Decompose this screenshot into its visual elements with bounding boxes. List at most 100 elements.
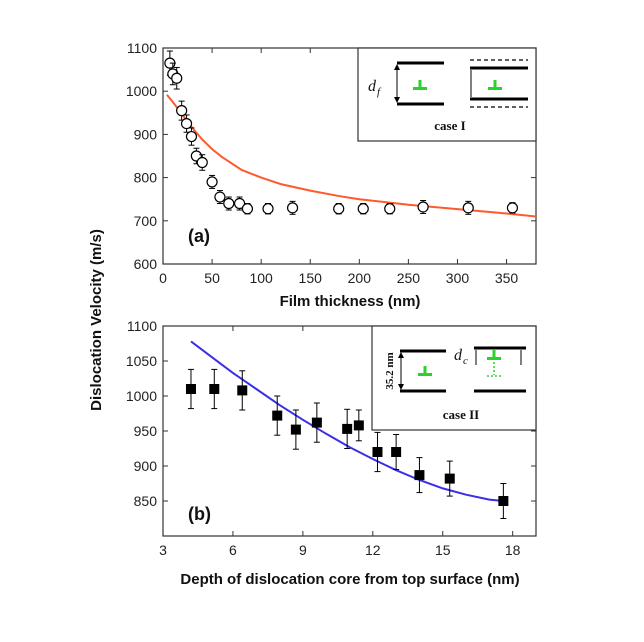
panel-b-label: (b) (188, 504, 211, 524)
y-tick-label: 800 (134, 170, 158, 186)
marker-square (444, 473, 455, 484)
data-point (185, 368, 196, 410)
panel-b-y-ticks: 850 900 950 1000 1050 1100 (126, 318, 536, 509)
marker-circle (333, 203, 345, 215)
data-point (223, 196, 235, 211)
data-point (333, 203, 345, 215)
x-tick-label: 18 (505, 542, 521, 558)
inset-b-thickness-label: 35.2 nm (384, 352, 396, 389)
data-point (237, 370, 248, 411)
marker-square (391, 447, 402, 457)
data-point (353, 409, 364, 442)
inset-a-arrowhead-bottom (394, 97, 400, 103)
data-point (506, 202, 519, 214)
y-tick-label: 1100 (127, 40, 157, 56)
inset-a-symbol: d (368, 78, 377, 95)
x-tick-label: 350 (495, 270, 519, 286)
x-tick-label: 200 (348, 270, 372, 286)
data-point (286, 200, 299, 215)
marker-square (498, 496, 509, 506)
panel-a-data-points (164, 50, 519, 215)
panel-a-inset: d f case I (357, 47, 537, 142)
marker-circle (506, 202, 519, 214)
inset-a-dislocation-right (488, 80, 502, 90)
y-tick-label: 900 (134, 458, 158, 474)
x-tick-label: 6 (229, 542, 237, 558)
panel-a-x-axis-label: Film thickness (nm) (280, 293, 421, 310)
marker-circle (286, 202, 299, 214)
marker-square (209, 384, 220, 394)
panel-b-inset: 35.2 nm d c case II (371, 325, 537, 431)
inset-b-arrowhead-top (398, 352, 404, 358)
y-tick-label: 1000 (126, 388, 157, 404)
panel-a-label: (a) (188, 226, 210, 246)
x-tick-label: 12 (365, 542, 381, 558)
data-point (262, 203, 274, 215)
data-point (272, 395, 283, 436)
panel-a-x-ticks: 0 50 100 150 200 250 300 350 (159, 48, 518, 286)
marker-square (372, 447, 383, 457)
inset-b-subscript: c (463, 355, 468, 367)
marker-square (290, 424, 301, 435)
inset-b-symbol: d (454, 347, 463, 364)
y-tick-label: 700 (134, 213, 158, 229)
data-point (290, 409, 301, 450)
data-point (444, 460, 455, 497)
inset-a-caption: case I (434, 118, 465, 133)
data-point (241, 203, 254, 215)
data-point (384, 203, 396, 215)
data-point (196, 154, 208, 171)
data-point (311, 402, 322, 443)
inset-a-dislocation-left (413, 80, 427, 90)
data-point (206, 174, 218, 189)
data-point (417, 199, 429, 214)
inset-a-frame (357, 47, 537, 142)
marker-circle (171, 72, 183, 84)
panel-b-fit-curve (190, 340, 504, 502)
data-point (372, 431, 383, 473)
marker-square (185, 384, 196, 394)
data-point (414, 457, 425, 494)
panel-a: 600 700 800 900 1000 1100 0 50 100 150 200 250 300 3… (126, 40, 537, 310)
marker-square (311, 417, 322, 428)
x-tick-label: 150 (299, 270, 323, 286)
marker-circle (384, 203, 396, 215)
panel-a-frame (162, 47, 537, 265)
y-tick-label: 1100 (127, 318, 157, 334)
marker-circle (206, 176, 218, 188)
y-tick-label: 600 (134, 256, 158, 272)
inset-b-dislocation-right (487, 350, 503, 377)
inset-b-frame (371, 325, 537, 431)
x-tick-label: 9 (299, 542, 307, 558)
x-tick-label: 250 (397, 270, 421, 286)
inset-a-arrowhead-top (394, 64, 400, 70)
x-tick-label: 0 (159, 270, 167, 286)
data-point (171, 66, 183, 90)
data-point (357, 203, 369, 215)
data-point (209, 368, 220, 410)
marker-circle (357, 203, 369, 215)
inset-b-arrowhead-bottom (398, 384, 404, 390)
marker-circle (180, 117, 193, 130)
marker-circle (185, 130, 198, 143)
data-point (462, 200, 474, 215)
marker-square (237, 385, 248, 396)
marker-circle (223, 197, 235, 210)
marker-circle (417, 201, 429, 213)
marker-square (414, 470, 425, 481)
marker-circle (462, 202, 474, 214)
data-point (498, 483, 509, 519)
marker-circle (262, 203, 274, 215)
inset-b-caption: case II (443, 407, 479, 422)
x-tick-label: 15 (435, 542, 451, 558)
y-tick-label: 850 (134, 493, 158, 509)
marker-circle (196, 156, 208, 169)
y-tick-label: 950 (134, 423, 158, 439)
fit-line (190, 340, 504, 502)
data-point (391, 434, 402, 470)
marker-square (272, 410, 283, 421)
data-point (185, 127, 198, 146)
panel-b: 850 900 950 1000 1050 1100 3 6 9 12 15 18 (b) Dept… (126, 318, 537, 588)
panel-b-data-points (185, 368, 509, 519)
x-tick-label: 3 (159, 542, 167, 558)
